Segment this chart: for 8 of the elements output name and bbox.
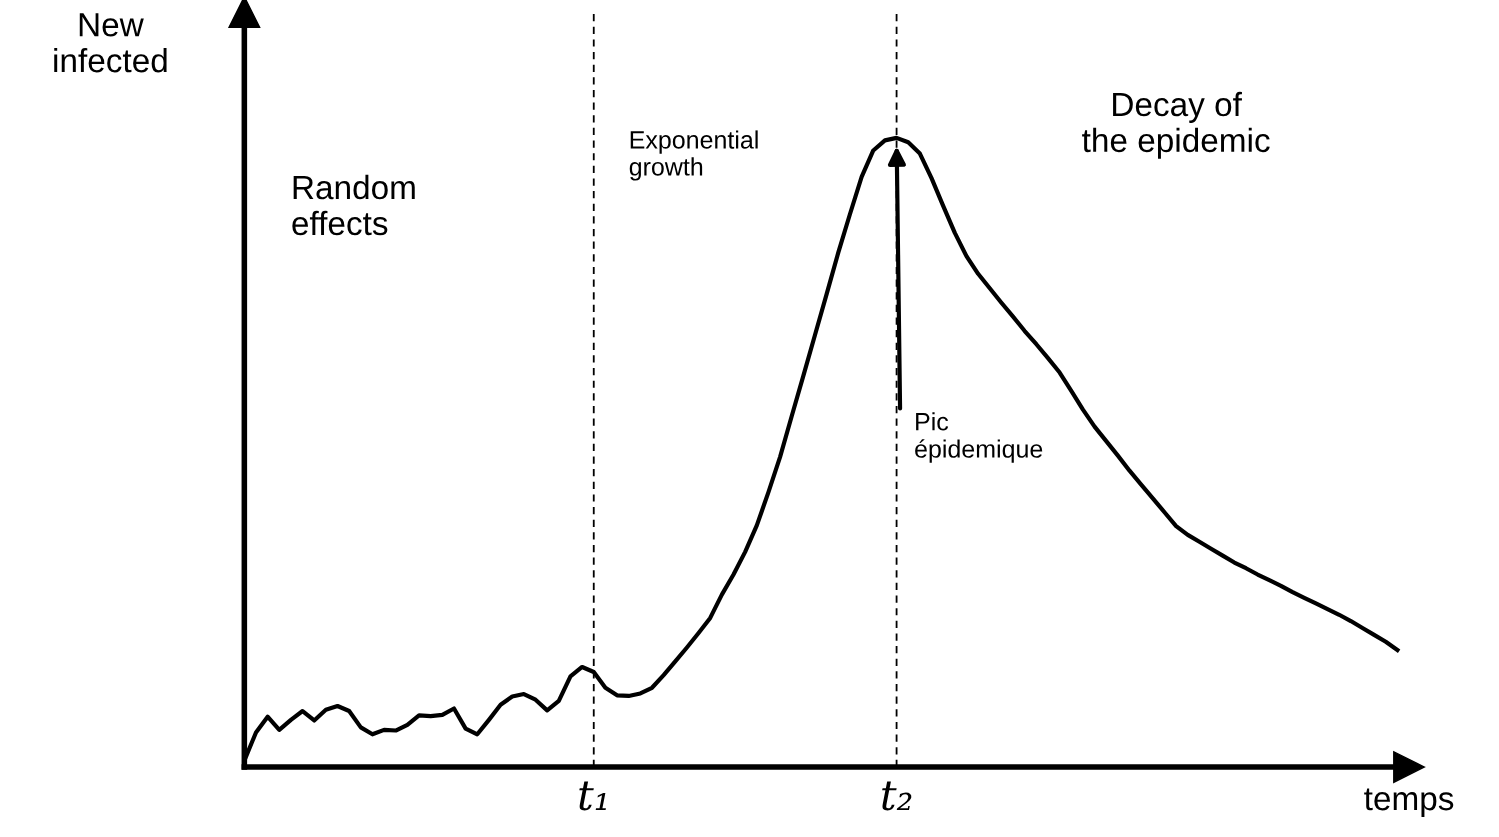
annotation: Random effects (292, 174, 415, 236)
x-axis-title: temps (1364, 788, 1454, 817)
x-tick-label: t₂ (882, 781, 912, 811)
annotation: Exponential growth (629, 130, 758, 181)
x-tick-label: t₁ (579, 781, 606, 811)
annotation: Pic épidemique (915, 412, 1043, 463)
annotation: Decay of the epidemic (1082, 91, 1270, 159)
y-axis-title: New infected (54, 13, 167, 73)
